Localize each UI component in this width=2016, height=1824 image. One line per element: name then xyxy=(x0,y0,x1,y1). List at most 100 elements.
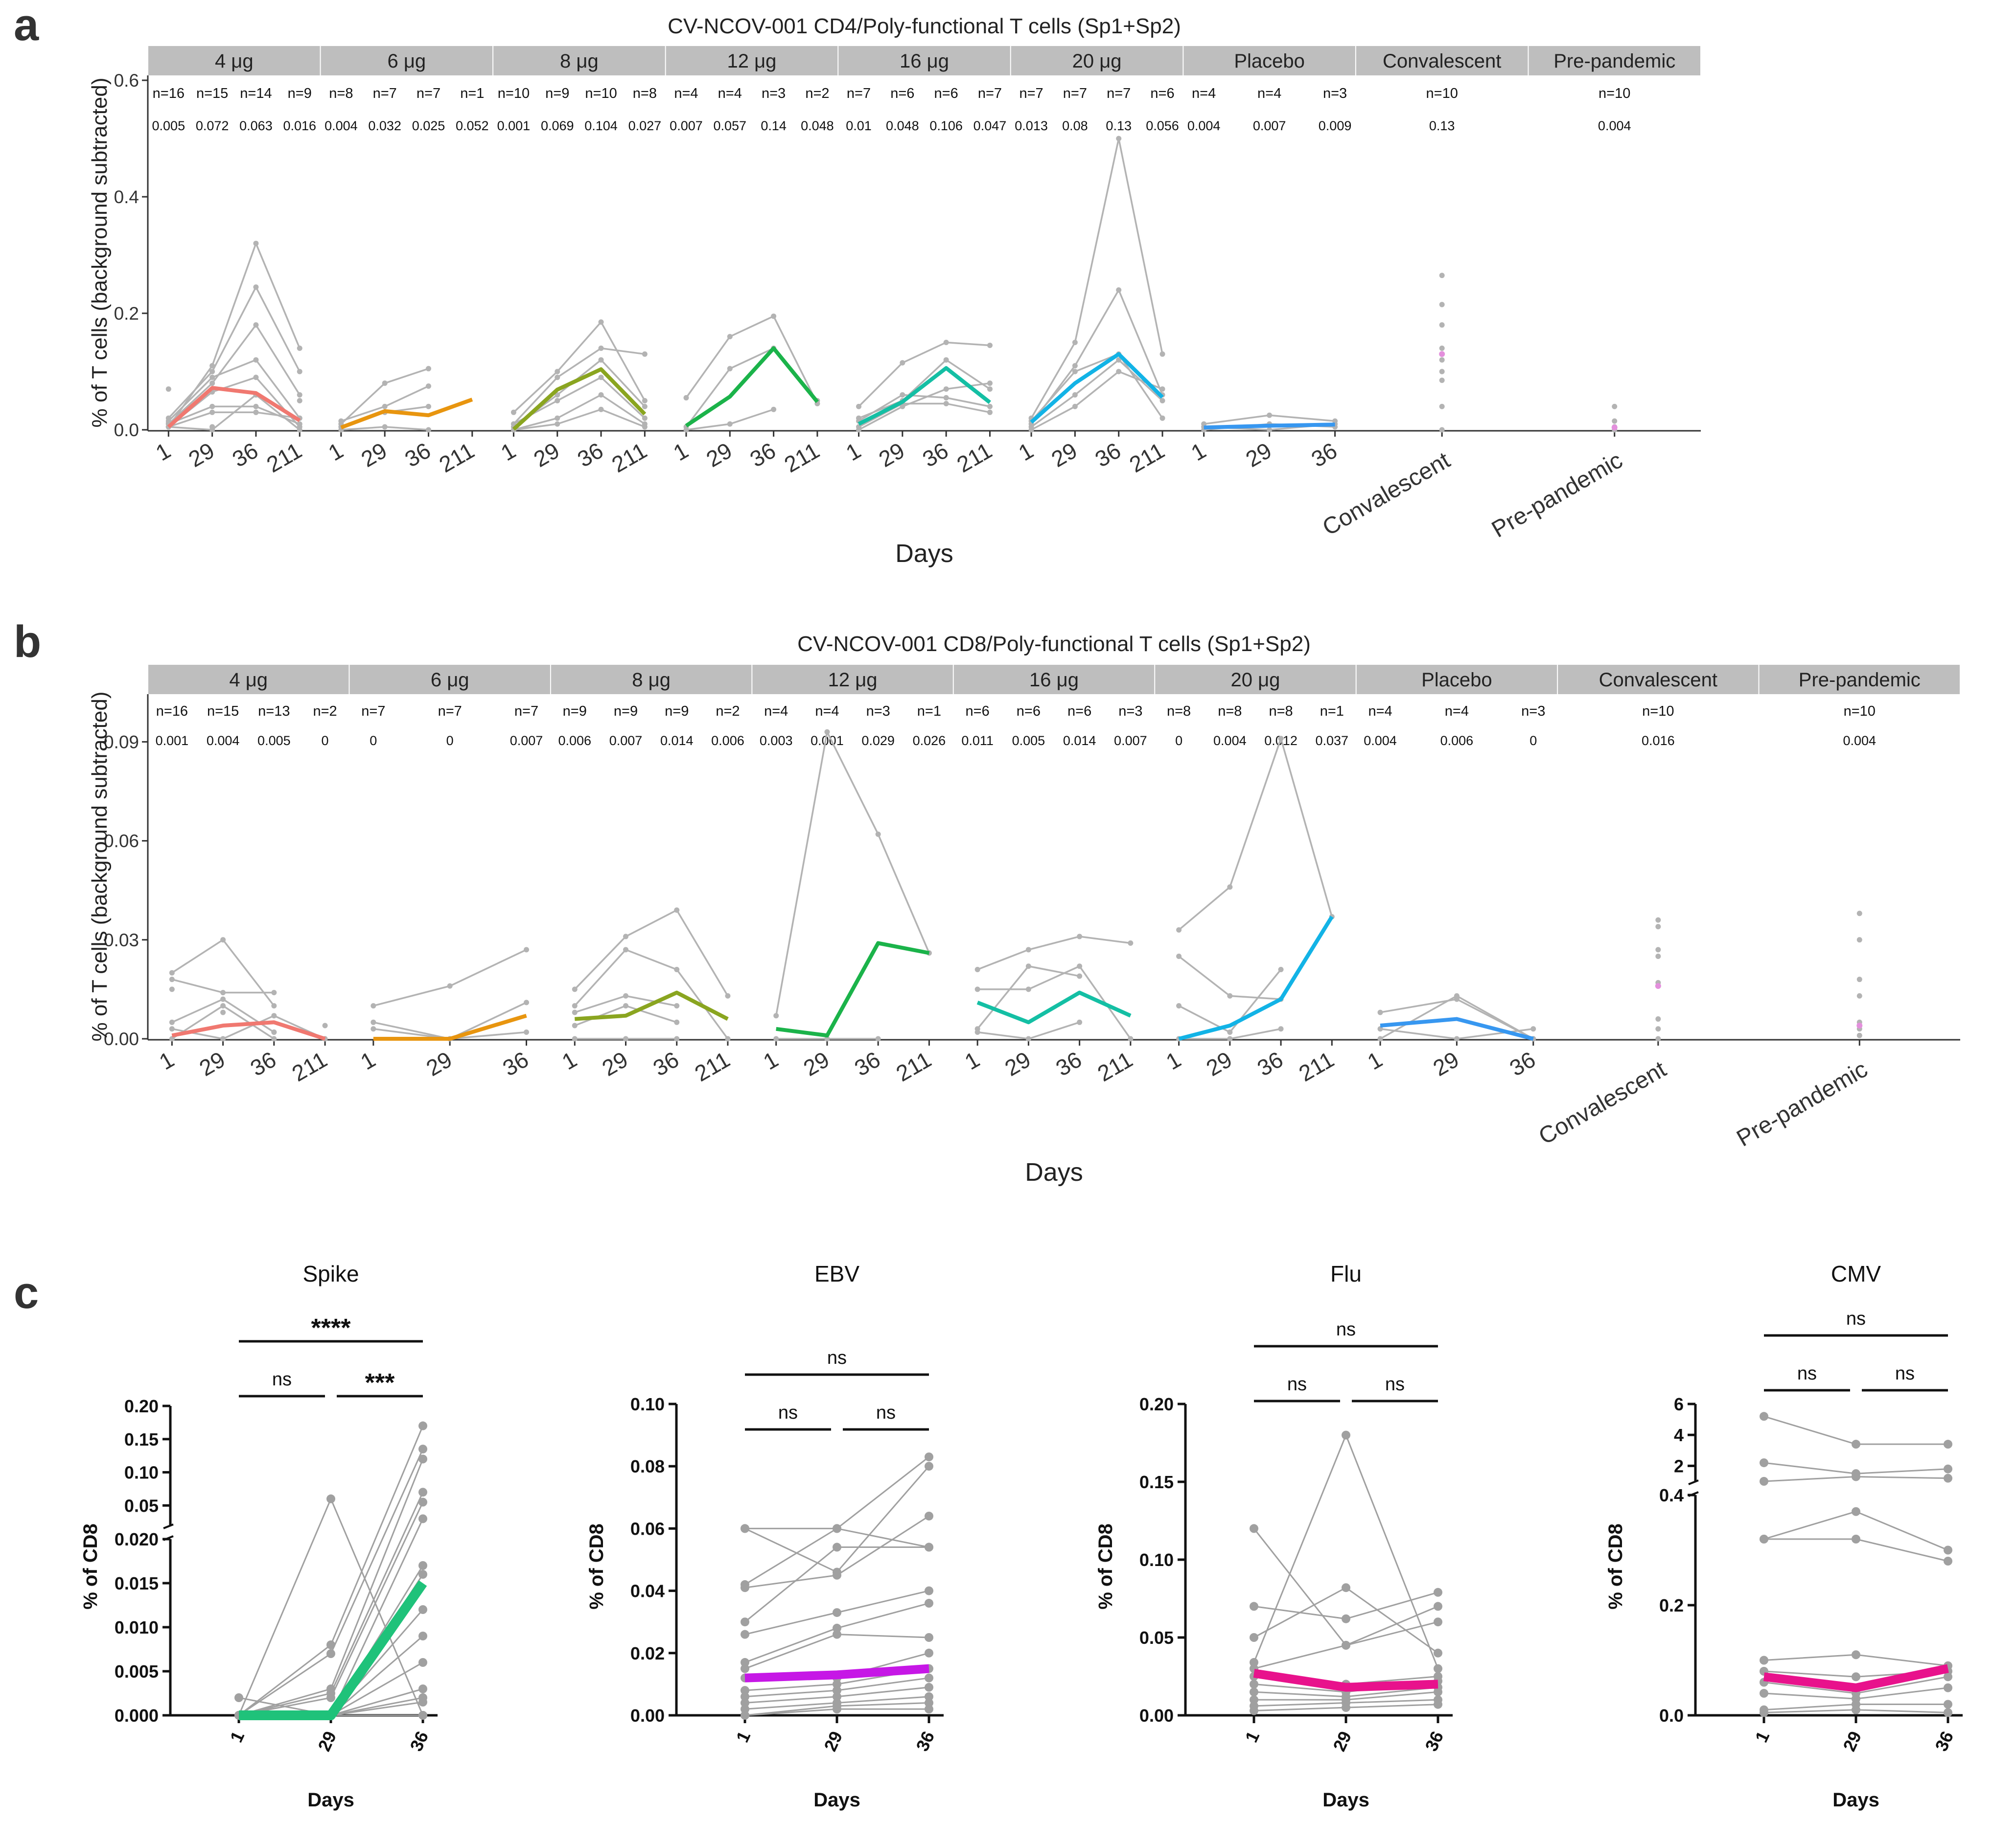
y-tick-label: 4 xyxy=(1674,1425,1684,1445)
median-value: 0.025 xyxy=(412,118,445,133)
median-line xyxy=(167,386,301,429)
median-value: 0.013 xyxy=(1015,118,1048,133)
facet-placebo: Placebo n=4 0.004 1 n=4 0.007 29 n=3 0.009 36 xyxy=(1183,46,1355,472)
median-value: 0.004 xyxy=(1364,733,1397,748)
median-value: 0.007 xyxy=(1253,118,1286,133)
data-point xyxy=(741,1692,749,1701)
individual-line xyxy=(858,341,990,407)
facet-20-ug: 20 μg n=7 0.013 1 n=7 0.08 29 n=7 0.13 36 n=6 0.056… xyxy=(1011,46,1183,477)
data-point xyxy=(1116,136,1122,141)
data-point xyxy=(1250,1602,1258,1611)
data-point xyxy=(925,1648,933,1658)
data-point xyxy=(642,403,648,409)
facet-strip-label: 8 μg xyxy=(560,50,599,72)
y-axis-label: % of CD8 xyxy=(1095,1523,1116,1610)
data-point xyxy=(209,424,215,430)
data-point xyxy=(572,1009,578,1015)
n-count: n=6 xyxy=(1150,86,1174,101)
y-tick-label: 0.2 xyxy=(114,304,139,324)
facet-strip xyxy=(1356,665,1557,694)
facet-8-ug: 8 μg n=10 0.001 1 n=9 0.069 29 n=10 0.104 36 n=8 0.… xyxy=(493,46,665,477)
data-point xyxy=(524,947,530,953)
facet-strip xyxy=(148,665,349,694)
data-point xyxy=(1760,1656,1768,1665)
median-line xyxy=(1204,422,1335,430)
data-point xyxy=(418,1684,427,1693)
data-point xyxy=(1760,1708,1768,1717)
data-point xyxy=(1072,340,1078,345)
individual-line xyxy=(1030,353,1163,422)
data-point xyxy=(1278,966,1284,972)
data-point xyxy=(925,1633,933,1642)
facet-pre-pandemic: Pre-pandemic n=10 0.004 Pre-pandemic xyxy=(1487,46,1700,543)
x-tick-label: 1 xyxy=(732,1728,755,1745)
data-point xyxy=(555,398,560,403)
data-point xyxy=(1856,911,1862,916)
n-count: n=7 xyxy=(417,86,440,101)
data-point xyxy=(169,986,175,992)
data-point xyxy=(943,386,949,392)
data-point xyxy=(833,1630,841,1639)
data-point xyxy=(833,1705,841,1714)
facet-placebo: Placebo n=4 0.004 1 n=4 0.006 29 n=3 0 36 xyxy=(1356,665,1557,1081)
x-tick-label: 36 xyxy=(1421,1728,1447,1754)
data-point xyxy=(642,424,648,430)
n-count: n=3 xyxy=(1323,86,1347,101)
x-tick-label: Pre-pandemic xyxy=(1487,447,1627,543)
data-point xyxy=(1434,1648,1442,1658)
data-point xyxy=(598,374,604,380)
data-point xyxy=(1250,1706,1258,1715)
x-tick-label: 29 xyxy=(702,438,736,472)
data-point xyxy=(418,1488,427,1497)
n-count: n=10 xyxy=(585,86,617,101)
data-point xyxy=(1025,986,1031,992)
n-count: n=7 xyxy=(361,703,385,719)
median-value: 0 xyxy=(370,733,377,748)
data-point xyxy=(1077,973,1083,979)
n-count: n=4 xyxy=(1445,703,1469,719)
chart-spike: Spike 0.000 0.005 0.010 0.015 0.020 0.05 0.10 0.… xyxy=(80,1261,438,1811)
data-point xyxy=(741,1664,749,1673)
x-tick-label: 1 xyxy=(496,438,520,466)
data-point xyxy=(209,374,215,380)
x-tick-label: Convalescent xyxy=(1534,1056,1670,1150)
data-point xyxy=(925,1511,933,1520)
median-value: 0.009 xyxy=(1319,118,1352,133)
y-tick-label: 0.06 xyxy=(630,1519,665,1539)
chart-title: Flu xyxy=(1330,1261,1362,1286)
data-point xyxy=(1944,1464,1952,1473)
data-point xyxy=(253,357,259,363)
x-tick-label: 36 xyxy=(406,1728,432,1754)
data-point xyxy=(418,1605,427,1614)
y-tick-label: 0.2 xyxy=(1659,1595,1684,1615)
n-count: n=3 xyxy=(1118,703,1142,719)
median-value: 0.08 xyxy=(1062,118,1088,133)
data-point xyxy=(418,1711,427,1720)
significance-label: ns xyxy=(1797,1363,1817,1384)
data-point xyxy=(271,990,277,996)
median-value: 0.104 xyxy=(584,118,618,133)
x-tick-label: 29 xyxy=(598,1047,632,1081)
data-point xyxy=(1250,1524,1258,1533)
x-tick-label: 211 xyxy=(690,1047,734,1087)
data-point xyxy=(1944,1672,1952,1682)
y-tick-label: 0.00 xyxy=(630,1706,665,1726)
individual-line xyxy=(168,285,301,419)
n-count: n=16 xyxy=(153,86,185,101)
n-count: n=16 xyxy=(156,703,188,719)
individual-line xyxy=(1178,956,1281,1000)
data-point xyxy=(234,1693,243,1702)
y-tick-label: 0.020 xyxy=(115,1529,159,1549)
data-point xyxy=(1434,1617,1442,1627)
data-point xyxy=(1852,1705,1860,1714)
data-point xyxy=(925,1599,933,1608)
significance-label: ns xyxy=(1385,1374,1405,1395)
data-point xyxy=(623,934,628,939)
data-point xyxy=(1250,1658,1258,1667)
y-tick-label: 6 xyxy=(1674,1394,1684,1414)
data-point xyxy=(271,1013,277,1019)
n-count: n=9 xyxy=(288,86,312,101)
median-line xyxy=(857,366,991,426)
data-point xyxy=(1454,993,1460,999)
chart-cmv: CMV 0.0 0.2 0.4 2 4 6 1 29 36 Days % of CD8 ns ns ns xyxy=(1605,1261,1963,1811)
